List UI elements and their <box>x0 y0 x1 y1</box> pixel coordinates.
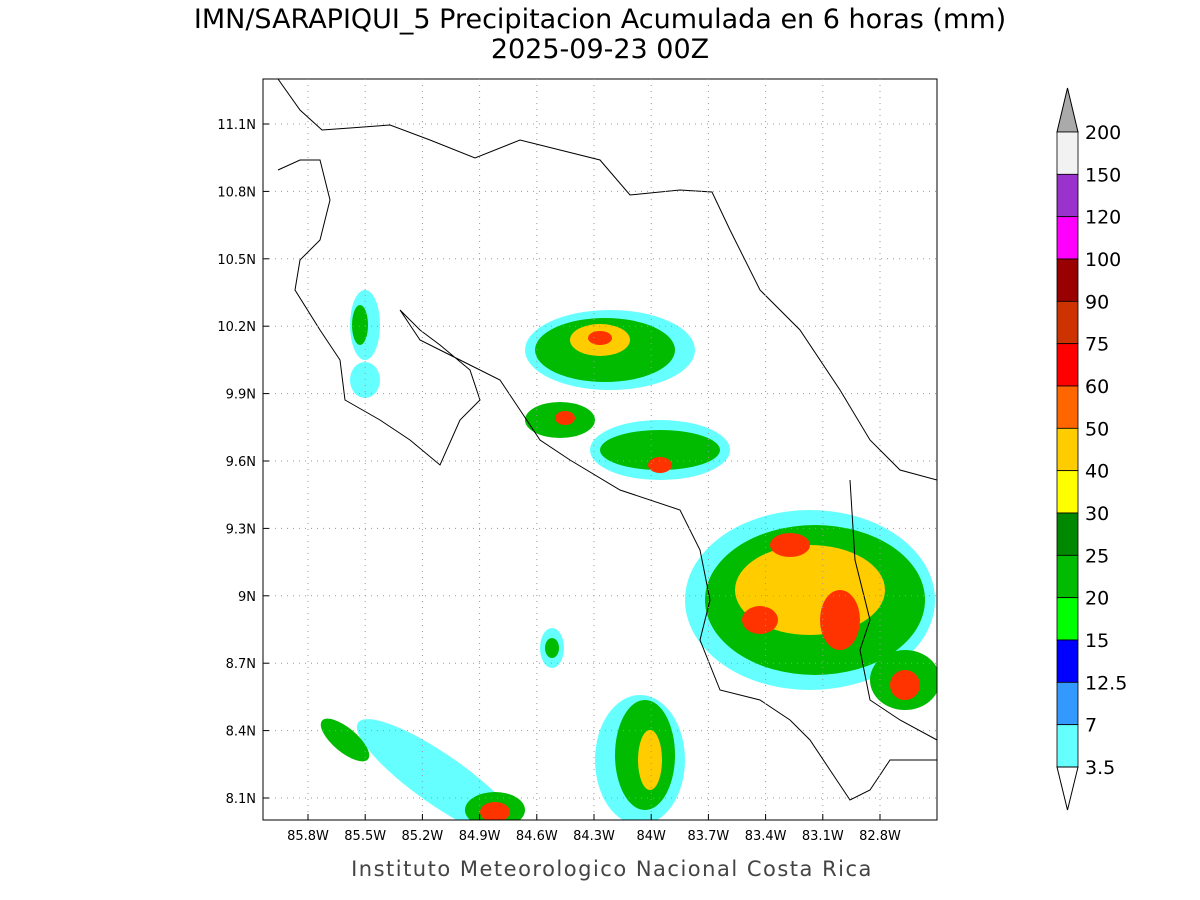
lon-label: 83.7W <box>687 829 729 844</box>
colorbar-label: 150 <box>1085 164 1121 186</box>
lat-label: 10.8N <box>217 185 256 200</box>
colorbar-box <box>1056 597 1079 641</box>
colorbar-label: 25 <box>1085 545 1109 567</box>
lon-label: 84.6W <box>516 829 558 844</box>
colorbar-label: 20 <box>1085 588 1109 610</box>
lon-label: 82.8W <box>859 829 901 844</box>
lat-label: 10.5N <box>217 253 256 268</box>
lon-label: 83.4W <box>745 829 787 844</box>
lat-label: 8.1N <box>226 792 256 807</box>
lat-label: 9.3N <box>226 522 256 537</box>
lon-label: 85.8W <box>287 829 329 844</box>
colorbar-box <box>1056 681 1079 726</box>
coastline <box>277 159 937 801</box>
colorbar-box <box>1056 385 1079 429</box>
colorbar-label: 30 <box>1085 503 1109 525</box>
map-frame <box>262 78 938 821</box>
colorbar-label: 75 <box>1085 334 1109 356</box>
colorbar-box <box>1056 639 1079 683</box>
lon-label: 85.2W <box>401 829 443 844</box>
lon-label: 84.3W <box>573 829 615 844</box>
rain-cells <box>320 290 937 820</box>
colorbar-label: 40 <box>1085 461 1109 483</box>
lat-label: 9.9N <box>226 388 256 403</box>
colorbar-label: 15 <box>1085 630 1109 652</box>
map-panel <box>262 78 938 821</box>
colorbar-over <box>1056 87 1079 133</box>
title: IMN/SARAPIQUI_5 Precipitacion Acumulada … <box>194 4 1006 35</box>
lat-label: 8.7N <box>226 657 256 672</box>
colorbar-label: 50 <box>1085 418 1109 440</box>
lat-label: 9.6N <box>226 455 256 470</box>
colorbar-box <box>1056 258 1079 302</box>
lat-label: 8.4N <box>226 725 256 740</box>
colorbar-label: 3.5 <box>1085 757 1115 779</box>
colorbar-box <box>1056 216 1079 260</box>
lon-label: 83.1W <box>802 829 844 844</box>
lon-label: 84.9W <box>459 829 501 844</box>
lon-label: 84W <box>636 829 666 844</box>
colorbar-box <box>1056 470 1079 514</box>
colorbar-label: 60 <box>1085 376 1109 398</box>
colorbar-box <box>1056 512 1079 556</box>
lat-label: 10.2N <box>217 320 256 335</box>
border <box>849 479 937 741</box>
footer: Instituto Meteorologico Nacional Costa R… <box>351 857 873 881</box>
colorbar-label: 7 <box>1085 715 1097 737</box>
colorbar-box <box>1056 427 1079 472</box>
colorbar-box <box>1056 173 1079 218</box>
lon-label: 85.5W <box>344 829 386 844</box>
colorbar-label: 12.5 <box>1085 672 1127 694</box>
colorbar-box <box>1056 300 1079 345</box>
colorbar-box <box>1056 131 1079 175</box>
colorbar-label: 90 <box>1085 291 1109 313</box>
colorbar-label: 120 <box>1085 207 1121 229</box>
subtitle: 2025-09-23 00Z <box>491 34 709 65</box>
colorbar-box <box>1056 554 1079 599</box>
precip-field <box>277 79 937 820</box>
colorbar-under <box>1056 766 1079 811</box>
colorbar-box <box>1056 343 1079 387</box>
lat-label: 11.1N <box>217 118 256 133</box>
colorbar-label: 200 <box>1085 122 1121 144</box>
lat-label: 9N <box>238 590 256 605</box>
colorbar-box <box>1056 724 1079 768</box>
colorbar-label: 100 <box>1085 249 1121 271</box>
coastline <box>277 79 937 481</box>
